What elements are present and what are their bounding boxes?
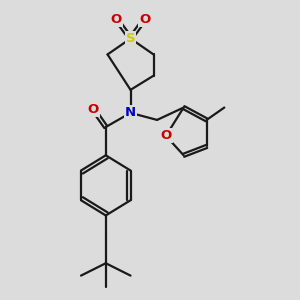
Text: O: O xyxy=(111,13,122,26)
Text: O: O xyxy=(88,103,99,116)
Text: S: S xyxy=(126,32,135,45)
Text: N: N xyxy=(125,106,136,119)
Text: O: O xyxy=(139,13,150,26)
Text: O: O xyxy=(160,129,172,142)
